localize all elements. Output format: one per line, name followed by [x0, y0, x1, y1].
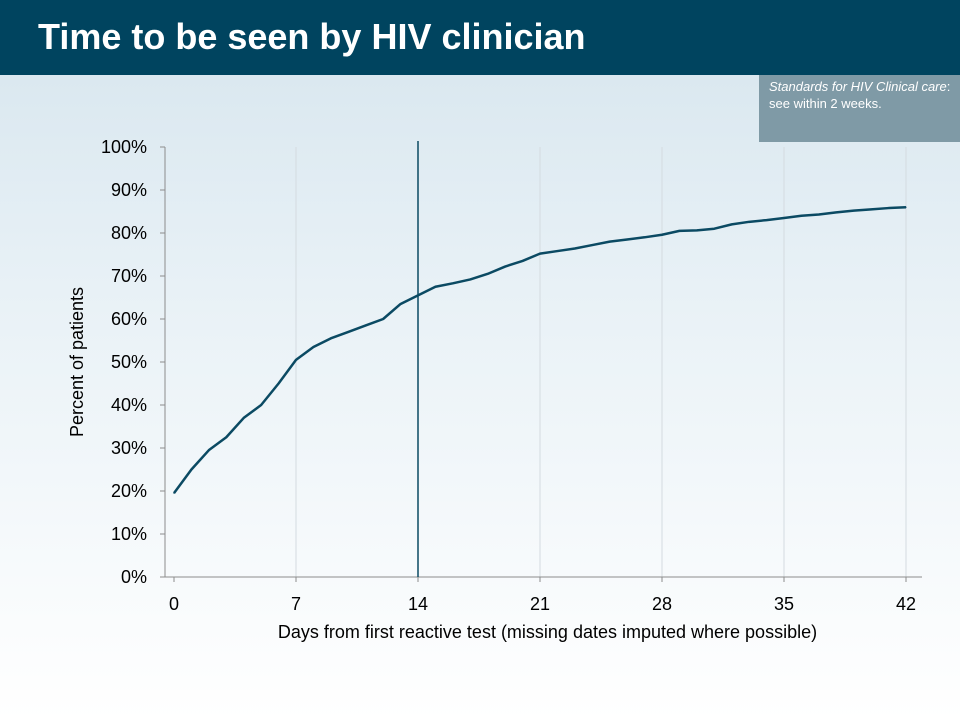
data-point-day-12 — [382, 318, 384, 320]
data-point-day-39 — [853, 210, 855, 212]
data-point-day-9 — [330, 337, 332, 339]
x-tick-label-21: 21 — [530, 594, 550, 614]
data-point-day-15 — [434, 286, 437, 288]
y-tick-label-80: 80% — [111, 223, 147, 243]
slide-title: Time to be seen by HIV clinician — [38, 16, 586, 57]
data-point-day-42 — [905, 206, 907, 208]
data-point-day-36 — [800, 215, 803, 217]
data-point-day-23 — [574, 247, 576, 250]
data-point-day-0 — [173, 492, 175, 494]
y-tick-label-60: 60% — [111, 309, 147, 329]
data-point-day-27 — [643, 236, 646, 238]
data-point-day-19 — [504, 265, 506, 268]
y-tick-labels: 0% 10% 20% 30% 40% 50% 60% 70% 80% 90% 100% — [101, 137, 147, 587]
x-tick-labels: 0 7 14 21 28 35 42 — [169, 594, 916, 614]
data-point-day-37 — [818, 213, 820, 216]
data-point-day-25 — [609, 241, 611, 243]
data-point-day-18 — [487, 273, 489, 275]
x-axis-title: Days from first reactive test (missing d… — [278, 622, 817, 642]
data-point-day-20 — [521, 260, 524, 262]
data-point-day-14 — [417, 294, 419, 296]
data-point-day-32 — [731, 223, 733, 225]
y-tick-label-40: 40% — [111, 395, 147, 415]
data-point-day-29 — [678, 230, 681, 232]
data-point-day-4 — [243, 417, 245, 419]
data-point-day-30 — [696, 229, 698, 232]
x-tick-label-42: 42 — [896, 594, 916, 614]
data-point-day-1 — [190, 468, 193, 471]
data-point-day-40 — [870, 208, 872, 210]
data-point-day-2 — [208, 449, 210, 451]
x-tick-label-0: 0 — [169, 594, 179, 614]
x-tick-label-7: 7 — [291, 594, 301, 614]
y-tick-label-100: 100% — [101, 137, 147, 157]
data-point-day-26 — [626, 238, 628, 241]
data-point-day-17 — [469, 278, 471, 281]
y-axis-title: Percent of patients — [67, 287, 87, 437]
axes — [160, 146, 922, 582]
x-tick-label-35: 35 — [774, 594, 794, 614]
standards-note-italic: Standards for HIV Clinical care — [769, 79, 947, 94]
y-tick-label-30: 30% — [111, 438, 147, 458]
y-tick-label-50: 50% — [111, 352, 147, 372]
x-tick-label-28: 28 — [652, 594, 672, 614]
data-point-day-24 — [591, 244, 593, 246]
gridlines — [295, 147, 907, 577]
data-point-day-10 — [347, 331, 349, 333]
data-point-day-11 — [365, 324, 367, 327]
data-point-day-3 — [225, 436, 227, 438]
data-point-day-7 — [295, 359, 297, 361]
data-point-day-34 — [765, 219, 768, 221]
data-point-day-5 — [260, 404, 262, 406]
data-point-day-38 — [835, 211, 837, 213]
y-tick-label-10: 10% — [111, 524, 147, 544]
title-bar: Time to be seen by HIV clinician — [0, 0, 960, 75]
y-tick-label-20: 20% — [111, 481, 147, 501]
data-point-day-22 — [556, 250, 559, 252]
data-point-day-6 — [277, 382, 280, 385]
data-point-day-35 — [783, 217, 785, 219]
series-group — [172, 205, 907, 494]
standards-note: Standards for HIV Clinical care: see wit… — [759, 75, 960, 142]
y-tick-label-90: 90% — [111, 180, 147, 200]
y-tick-label-0: 0% — [121, 567, 147, 587]
data-point-day-31 — [713, 228, 715, 230]
y-tick-label-70: 70% — [111, 266, 147, 286]
data-point-day-33 — [748, 221, 750, 223]
data-point-day-28 — [661, 234, 663, 236]
data-point-day-41 — [887, 207, 890, 209]
data-point-day-8 — [312, 346, 315, 348]
standards-note-text: : see within 2 weeks. — [769, 79, 951, 111]
data-point-day-13 — [399, 303, 402, 305]
data-point-day-21 — [539, 253, 541, 255]
data-point-day-16 — [452, 282, 454, 284]
x-tick-label-14: 14 — [408, 594, 428, 614]
